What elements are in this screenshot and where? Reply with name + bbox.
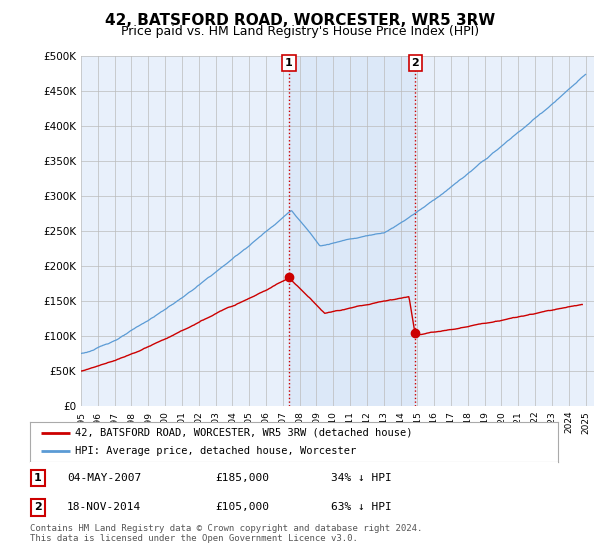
Text: Price paid vs. HM Land Registry's House Price Index (HPI): Price paid vs. HM Land Registry's House … <box>121 25 479 38</box>
Text: 1: 1 <box>34 473 42 483</box>
Text: Contains HM Land Registry data © Crown copyright and database right 2024.
This d: Contains HM Land Registry data © Crown c… <box>30 524 422 543</box>
Text: 1: 1 <box>285 58 293 68</box>
Text: 18-NOV-2014: 18-NOV-2014 <box>67 502 141 512</box>
Text: 04-MAY-2007: 04-MAY-2007 <box>67 473 141 483</box>
Bar <box>289 56 415 406</box>
Text: 42, BATSFORD ROAD, WORCESTER, WR5 3RW: 42, BATSFORD ROAD, WORCESTER, WR5 3RW <box>105 13 495 28</box>
Text: £185,000: £185,000 <box>215 473 269 483</box>
Text: 2: 2 <box>34 502 42 512</box>
Text: 63% ↓ HPI: 63% ↓ HPI <box>331 502 392 512</box>
Text: £105,000: £105,000 <box>215 502 269 512</box>
Text: 2: 2 <box>412 58 419 68</box>
Text: HPI: Average price, detached house, Worcester: HPI: Average price, detached house, Worc… <box>75 446 356 456</box>
Text: 34% ↓ HPI: 34% ↓ HPI <box>331 473 392 483</box>
Text: 42, BATSFORD ROAD, WORCESTER, WR5 3RW (detached house): 42, BATSFORD ROAD, WORCESTER, WR5 3RW (d… <box>75 428 412 437</box>
